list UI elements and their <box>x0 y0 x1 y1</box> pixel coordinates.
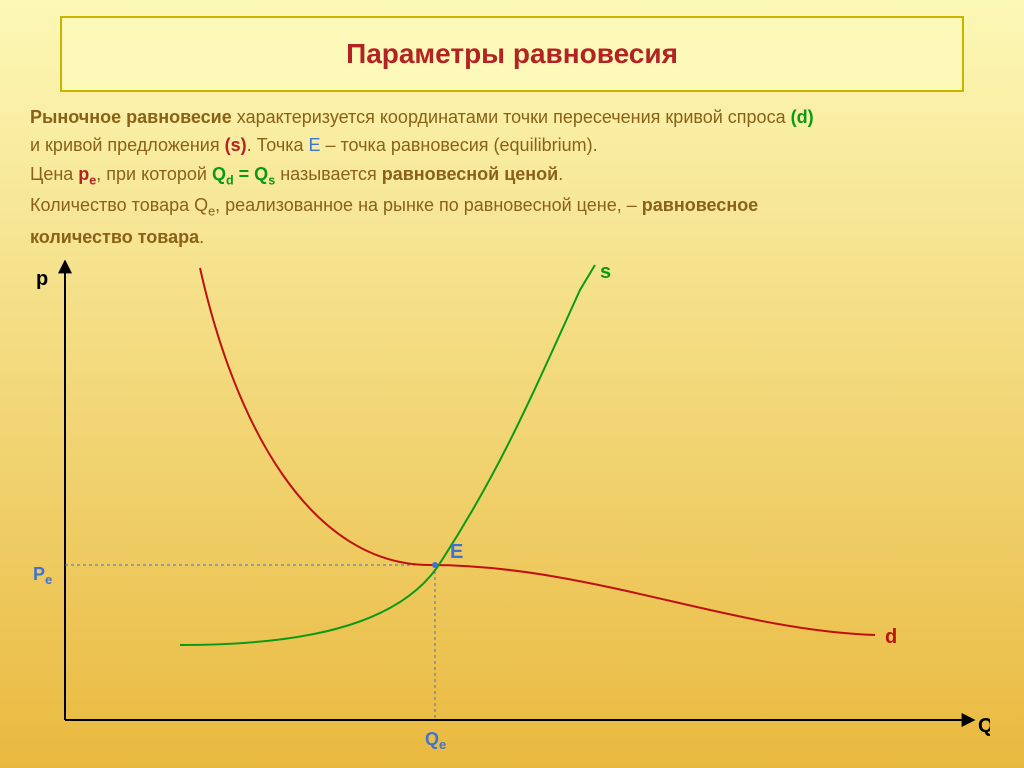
axis-label-p: p <box>36 268 48 290</box>
term-equilibrium-quantity-1: равновесное <box>642 195 758 215</box>
text: Количество товара Qe, реализованное на р… <box>30 195 642 215</box>
axis-label-q: Q <box>978 715 990 737</box>
demand-d-ref: (d) <box>791 107 814 127</box>
tick-label-pe: Pe <box>33 564 52 587</box>
text: и кривой предложения <box>30 135 225 155</box>
term-equilibrium-quantity-2: количество товара <box>30 227 199 247</box>
eq-sign: = <box>234 164 255 184</box>
supply-curve <box>180 265 595 645</box>
body-text: Рыночное равновесие характеризуется коор… <box>30 105 994 253</box>
term-equilibrium-price: равновесной ценой <box>382 164 559 184</box>
body-line-1: Рыночное равновесие характеризуется коор… <box>30 105 994 129</box>
curve-label-d: d <box>885 626 897 648</box>
equilibrium-chart: p Qs d E Pe Qe <box>30 260 990 750</box>
body-line-5: количество товара. <box>30 225 994 249</box>
text: называется <box>275 164 382 184</box>
text: . Точка <box>247 135 309 155</box>
body-line-2: и кривой предложения (s). Точка Е – точк… <box>30 133 994 157</box>
body-line-3: Цена ре, при которой Qd = Qs называется … <box>30 162 994 190</box>
text: , при которой <box>96 164 212 184</box>
equilibrium-e-ref: Е <box>308 135 320 155</box>
equilibrium-point <box>432 562 438 568</box>
text: . <box>558 164 563 184</box>
point-label-e: E <box>450 541 463 563</box>
text: характеризуется координатами точки перес… <box>232 107 791 127</box>
text: Цена <box>30 164 78 184</box>
title-box: Параметры равновесия <box>60 16 964 92</box>
term-market-equilibrium: Рыночное равновесие <box>30 107 232 127</box>
qs-symbol: Qs <box>254 164 275 184</box>
tick-label-qe: Qe <box>425 729 446 750</box>
supply-s-ref: (s) <box>225 135 247 155</box>
slide: Параметры равновесия Рыночное равновесие… <box>0 0 1024 768</box>
curve-label-s: s <box>600 261 611 283</box>
text: – точка равновесия (equilibrium). <box>321 135 598 155</box>
body-line-4: Количество товара Qe, реализованное на р… <box>30 193 994 221</box>
text: . <box>199 227 204 247</box>
slide-title: Параметры равновесия <box>346 38 678 70</box>
chart-svg: p Qs d E Pe Qe <box>30 260 990 750</box>
demand-curve <box>200 268 875 635</box>
qd-symbol: Qd <box>212 164 234 184</box>
pe-symbol: ре <box>78 164 96 184</box>
